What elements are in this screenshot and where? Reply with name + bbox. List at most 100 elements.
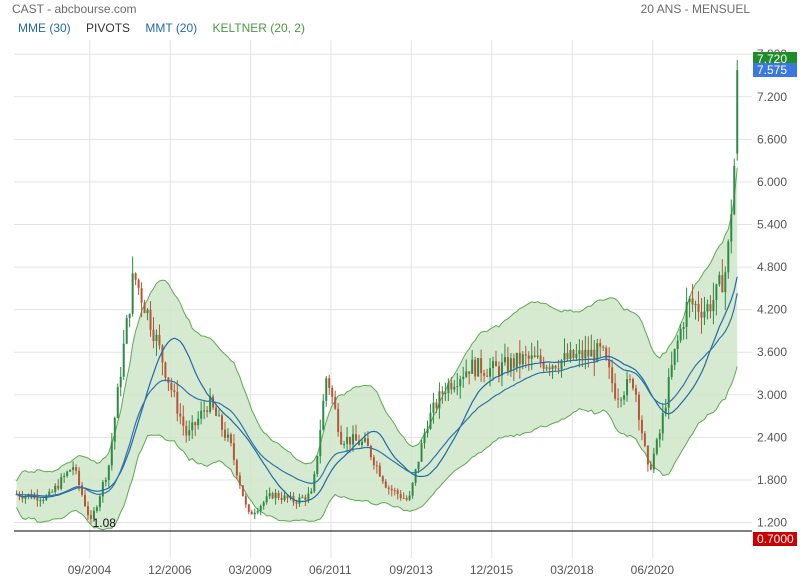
candle <box>259 504 262 516</box>
candle <box>381 475 384 485</box>
candle <box>319 419 322 464</box>
candle-body <box>617 398 620 400</box>
candle <box>72 461 75 476</box>
candle-body <box>554 365 557 369</box>
candle-body <box>271 493 274 499</box>
candle <box>173 383 176 398</box>
candle-body <box>143 302 146 314</box>
candle <box>700 298 703 334</box>
candle-body <box>715 284 718 300</box>
price-badge-bg <box>753 63 797 77</box>
candle <box>137 278 140 295</box>
candle-body <box>688 298 691 302</box>
y-tick-label: 7.200 <box>757 90 787 104</box>
candle-body <box>256 510 259 513</box>
candle <box>643 431 646 448</box>
legend-mmt[interactable]: MMT (20) <box>145 21 198 35</box>
legend-pivots[interactable]: PIVOTS <box>86 21 131 35</box>
candle <box>709 295 712 319</box>
candle <box>578 339 581 368</box>
candle <box>456 373 459 396</box>
candle <box>667 368 670 420</box>
candle-body <box>441 391 444 394</box>
candle <box>569 341 572 363</box>
candle-body <box>69 469 72 472</box>
candle <box>688 296 691 318</box>
candle <box>310 488 313 495</box>
candle-body <box>733 165 736 215</box>
candle-body <box>444 392 447 394</box>
candle <box>36 489 39 507</box>
candle <box>387 485 390 495</box>
candle-body <box>584 349 587 359</box>
candle-body <box>629 379 632 381</box>
candle <box>566 343 569 362</box>
candle <box>676 335 679 363</box>
candle <box>721 259 724 293</box>
candle-body <box>566 352 569 359</box>
candle <box>492 356 495 381</box>
candle-body <box>718 275 721 285</box>
candle-body <box>521 354 524 365</box>
candle <box>256 507 259 515</box>
candle <box>128 313 131 328</box>
candle-body <box>494 361 497 367</box>
candle-body <box>235 460 238 476</box>
candle <box>191 415 194 440</box>
candle <box>533 346 536 358</box>
candle-body <box>712 299 715 312</box>
candle-body <box>426 428 429 434</box>
candle-body <box>578 350 581 355</box>
legend-keltner[interactable]: KELTNER (20, 2) <box>212 21 305 35</box>
price-badge-low: 0.7000 <box>753 532 797 546</box>
candle-body <box>212 396 215 408</box>
candle <box>337 402 340 437</box>
candle-body <box>134 273 137 280</box>
candle <box>328 374 331 395</box>
candle <box>107 464 110 488</box>
candle-body <box>176 391 179 414</box>
candle <box>691 283 694 312</box>
candle-body <box>220 415 223 430</box>
candle-body <box>104 480 107 482</box>
candle-body <box>631 379 634 389</box>
candle-body <box>346 436 349 444</box>
y-tick-label: 4.800 <box>757 260 787 274</box>
candle-body <box>21 496 24 499</box>
candle <box>218 409 221 417</box>
candle-body <box>247 504 250 512</box>
candle <box>185 420 188 443</box>
candle <box>524 345 527 368</box>
y-tick-label: 3.600 <box>757 345 787 359</box>
candle-body <box>194 422 197 426</box>
candle-body <box>24 496 27 499</box>
candle-body <box>518 352 521 365</box>
candle <box>262 500 265 510</box>
candle <box>54 483 57 495</box>
candle <box>116 383 119 419</box>
candle <box>155 329 158 356</box>
candle <box>658 429 661 448</box>
candle-body <box>355 434 358 441</box>
candle-body <box>468 371 471 374</box>
candle <box>57 479 60 491</box>
candle-body <box>45 495 48 500</box>
candle <box>146 308 149 321</box>
candle-body <box>602 346 605 348</box>
candle-body <box>539 355 542 363</box>
candle-body <box>57 485 60 489</box>
candle <box>322 394 325 431</box>
candle-body <box>137 279 140 289</box>
keltner-lower-line <box>16 366 738 531</box>
mme-line <box>16 293 738 497</box>
candle-body <box>432 402 435 413</box>
x-tick-label: 09/2004 <box>68 563 112 577</box>
chart-source-title: CAST - abcbourse.com <box>12 2 137 16</box>
candle-body <box>623 395 626 400</box>
candle-body <box>569 350 572 359</box>
legend-mme[interactable]: MME (30) <box>18 21 71 35</box>
candle <box>343 440 346 449</box>
candle-body <box>408 495 411 500</box>
candle <box>86 501 89 520</box>
